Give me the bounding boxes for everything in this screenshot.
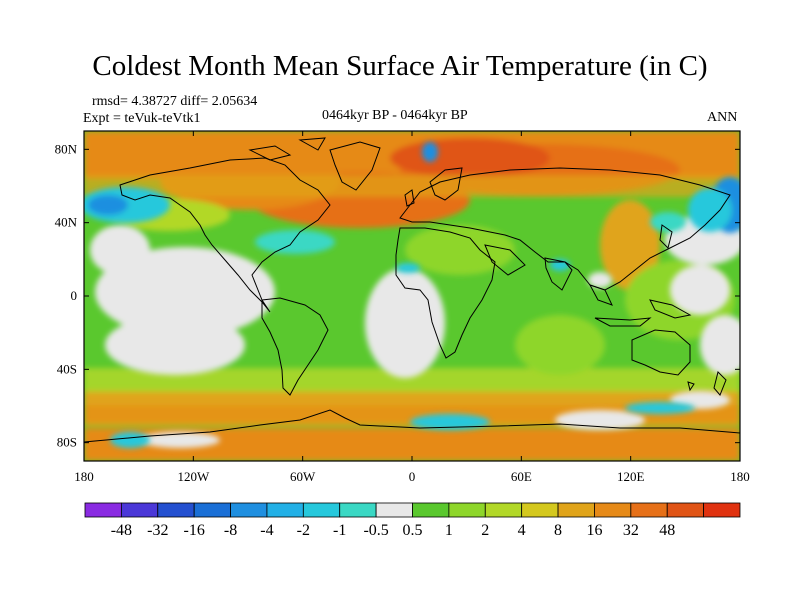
colorbar-swatch [230,502,268,518]
stats-text: rmsd= 4.38727 diff= 2.05634 [92,94,258,109]
colorbar-label: -1 [333,522,346,539]
colorbar-label: -32 [147,522,168,539]
colorbar-swatch [375,502,413,518]
colorbar-swatch [339,502,377,518]
coastlines [84,137,740,443]
colorbar: -48 -32 -16 -8 -4 -2 -1 -0.5 0.5 1 2 4 8 16 32 48 [84,502,741,539]
expt-text: Expt = teVuk-teVtk1 [83,111,201,126]
y-tick-label: 40N [55,215,78,230]
y-tick-label: 40S [57,361,77,376]
colorbar-swatch [666,502,705,518]
colorbar-label: 1 [445,522,453,539]
colorbar-swatch [521,502,559,518]
season-text: ANN [707,110,738,125]
y-tick-label: 80S [57,435,77,450]
colorbar-label: 16 [586,522,602,539]
period-text: 0464kyr BP - 0464kyr BP [322,108,468,123]
colorbar-swatch [84,502,122,518]
y-tick-label: 80N [55,141,78,156]
x-tick-label: 180 [730,469,750,484]
colorbar-label: -8 [224,522,237,539]
colorbar-label: 2 [481,522,489,539]
colorbar-swatch [412,502,450,518]
colorbar-swatch [302,502,341,518]
colorbar-swatch [557,502,595,518]
colorbar-swatch [484,502,523,518]
colorbar-label: -48 [111,522,132,539]
colorbar-label: -0.5 [363,522,388,539]
colorbar-label: -16 [184,522,205,539]
x-tick-label: 120W [177,469,210,484]
chart-title: Coldest Month Mean Surface Air Temperatu… [92,50,708,82]
colorbar-label: 8 [554,522,562,539]
x-tick-label: 60W [290,469,316,484]
temperature-field [84,131,740,461]
colorbar-swatch [120,502,159,518]
colorbar-swatch [448,502,486,518]
colorbar-swatch [266,502,304,518]
colorbar-swatch [594,502,632,518]
colorbar-label: 32 [623,522,639,539]
colorbar-label: 48 [659,522,675,539]
axes: 180 120W 60W 0 60E 120E 180 80N 40N 0 40S 80S [55,131,750,484]
x-tick-label: 60E [511,469,532,484]
x-tick-label: 0 [409,469,416,484]
x-tick-label: 120E [617,469,645,484]
colorbar-label: 4 [518,522,526,539]
colorbar-label: -2 [297,522,310,539]
colorbar-label: -4 [260,522,273,539]
colorbar-swatch [193,502,231,518]
colorbar-label: 0.5 [403,522,423,539]
colorbar-swatch [630,502,668,518]
colorbar-swatch [157,502,195,518]
x-tick-label: 180 [74,469,94,484]
y-tick-label: 0 [71,288,78,303]
colorbar-swatch [703,502,741,518]
